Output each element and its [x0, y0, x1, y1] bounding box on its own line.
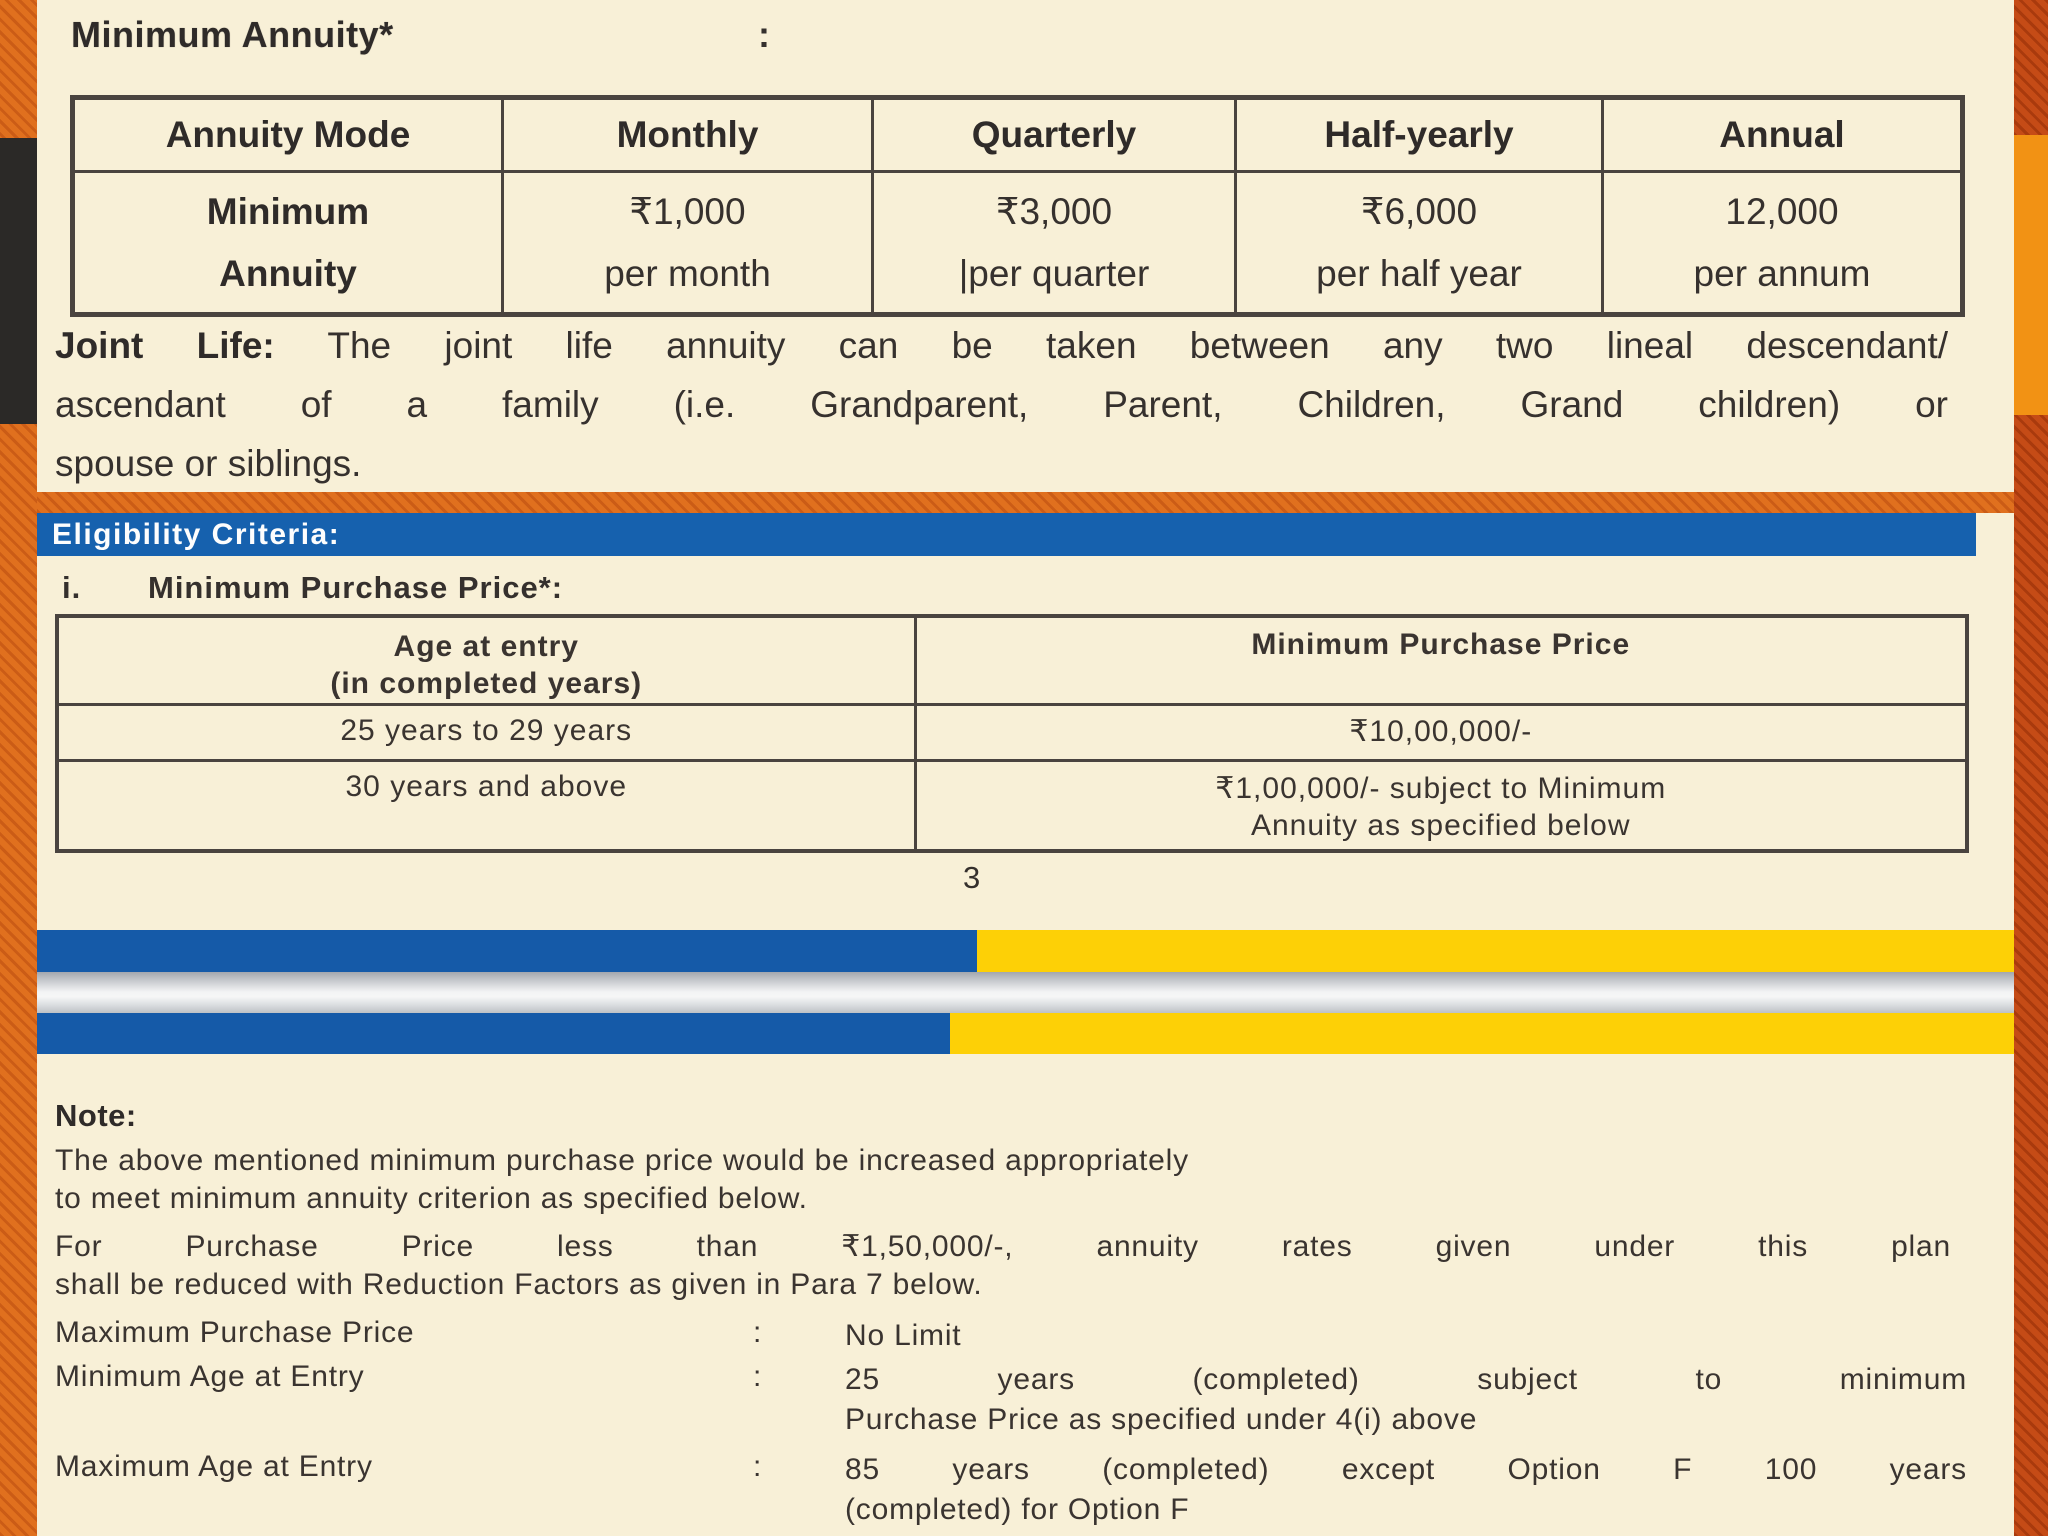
purchase-price-row-25-29: 25 years to 29 years ₹10,00,000/-: [55, 703, 1969, 762]
col-header-annual: Annual: [1601, 96, 1964, 173]
spec-row-minimum-age-at-entry: Minimum Age at Entry : 25 years (complet…: [55, 1360, 1967, 1440]
purchase-price-row-30-above: 30 years and above ₹1,00,000/- subject t…: [55, 759, 1969, 853]
cell-annual-minimum: 12,000 per annum: [1601, 170, 1964, 316]
spec-value-line-2: Purchase Price as specified under 4(i) a…: [845, 1403, 1478, 1436]
eligibility-criteria-title: Eligibility Criteria:: [52, 518, 341, 551]
col-header-minimum-purchase-price: Minimum Purchase Price: [913, 614, 1969, 706]
joint-life-line-1: Joint Life: The joint life annuity can b…: [55, 316, 1948, 375]
joint-life-line-3: spouse or siblings.: [55, 443, 362, 484]
spec-label: Minimum Age at Entry: [55, 1360, 365, 1393]
spec-colon: :: [753, 1316, 763, 1349]
spec-value: No Limit: [845, 1319, 962, 1352]
divider-bar-bottom-blue: [37, 1013, 950, 1054]
note-paragraph-1: The above mentioned minimum purchase pri…: [55, 1142, 1951, 1218]
minimum-purchase-price-heading: Minimum Purchase Price*:: [148, 570, 564, 605]
cell-price-30-above: ₹1,00,000/- subject to Minimum Annuity a…: [913, 759, 1969, 853]
minimum-purchase-price-table: Age at entry (in completed years) Minimu…: [55, 614, 1969, 853]
note-paragraph-2-line-1: For Purchase Price less than ₹1,50,000/-…: [55, 1230, 1951, 1263]
cell-age-30-above: 30 years and above: [55, 759, 917, 853]
minimum-annuity-colon: :: [758, 14, 770, 55]
joint-life-line-1-rest: The joint life annuity can be taken betw…: [274, 325, 1949, 366]
cell-monthly-minimum: ₹1,000 per month: [501, 170, 874, 316]
col-header-age-at-entry: Age at entry (in completed years): [55, 614, 917, 706]
note-paragraph-2-line-2: shall be reduced with Reduction Factors …: [55, 1268, 983, 1301]
annuity-table-value-row: Minimum Annuity ₹1,000 per month ₹3,000 …: [71, 170, 1964, 316]
left-edge-black-block: [0, 138, 37, 424]
list-item-marker: i.: [62, 570, 82, 605]
spec-value: 85 years (completed) except Option F 100…: [845, 1450, 1967, 1530]
minimum-annuity-label: Minimum Annuity*: [71, 14, 394, 55]
divider-bar-top-yellow: [977, 930, 2014, 972]
page-number: 3: [963, 860, 981, 895]
joint-life-paragraph: Joint Life: The joint life annuity can b…: [55, 316, 1948, 493]
minimum-annuity-table: Annuity Mode Monthly Quarterly Half-year…: [70, 95, 1965, 317]
spec-colon: :: [753, 1360, 763, 1393]
spec-label: Maximum Age at Entry: [55, 1450, 373, 1483]
metallic-divider-band: [37, 972, 2014, 1013]
spec-colon: :: [753, 1450, 763, 1483]
col-header-monthly: Monthly: [501, 96, 874, 173]
note-paragraph-1-line-1: The above mentioned minimum purchase pri…: [55, 1144, 1189, 1177]
note-heading: Note:: [55, 1098, 137, 1133]
eligibility-criteria-header-bar: Eligibility Criteria:: [37, 513, 1976, 556]
spec-row-maximum-purchase-price: Maximum Purchase Price : No Limit: [55, 1316, 1967, 1356]
note-paragraph-1-line-2: to meet minimum annuity criterion as spe…: [55, 1182, 808, 1215]
cell-quarterly-minimum: ₹3,000 |per quarter: [871, 170, 1237, 316]
right-edge-orange-block: [2014, 135, 2048, 415]
spec-value: 25 years (completed) subject to minimum …: [845, 1360, 1967, 1440]
spec-value-line-2: (completed) for Option F: [845, 1493, 1190, 1526]
divider-bar-bottom-yellow: [950, 1013, 2014, 1054]
cell-age-25-29: 25 years to 29 years: [55, 703, 917, 762]
col-header-quarterly: Quarterly: [871, 96, 1237, 173]
cell-price-25-29: ₹10,00,000/-: [913, 703, 1969, 762]
col-header-annuity-mode: Annuity Mode: [71, 96, 504, 173]
joint-life-line-2: ascendant of a family (i.e. Grandparent,…: [55, 384, 1948, 425]
note-paragraph-2: For Purchase Price less than ₹1,50,000/-…: [55, 1228, 1951, 1304]
spec-row-maximum-age-at-entry: Maximum Age at Entry : 85 years (complet…: [55, 1450, 1967, 1530]
row-label-minimum-annuity: Minimum Annuity: [71, 170, 504, 316]
spec-label: Maximum Purchase Price: [55, 1316, 415, 1349]
cell-half-yearly-minimum: ₹6,000 per half year: [1234, 170, 1604, 316]
joint-life-bold-lead: Joint Life:: [55, 325, 275, 366]
divider-bar-top-blue: [37, 930, 977, 972]
spec-value-line-1: 85 years (completed) except Option F 100…: [845, 1453, 1967, 1486]
col-header-half-yearly: Half-yearly: [1234, 96, 1604, 173]
spec-value-line-1: 25 years (completed) subject to minimum: [845, 1363, 1967, 1396]
annuity-table-header-row: Annuity Mode Monthly Quarterly Half-year…: [71, 96, 1964, 173]
section-separator-stripe: [37, 492, 2014, 513]
purchase-price-header-row: Age at entry (in completed years) Minimu…: [55, 614, 1969, 706]
